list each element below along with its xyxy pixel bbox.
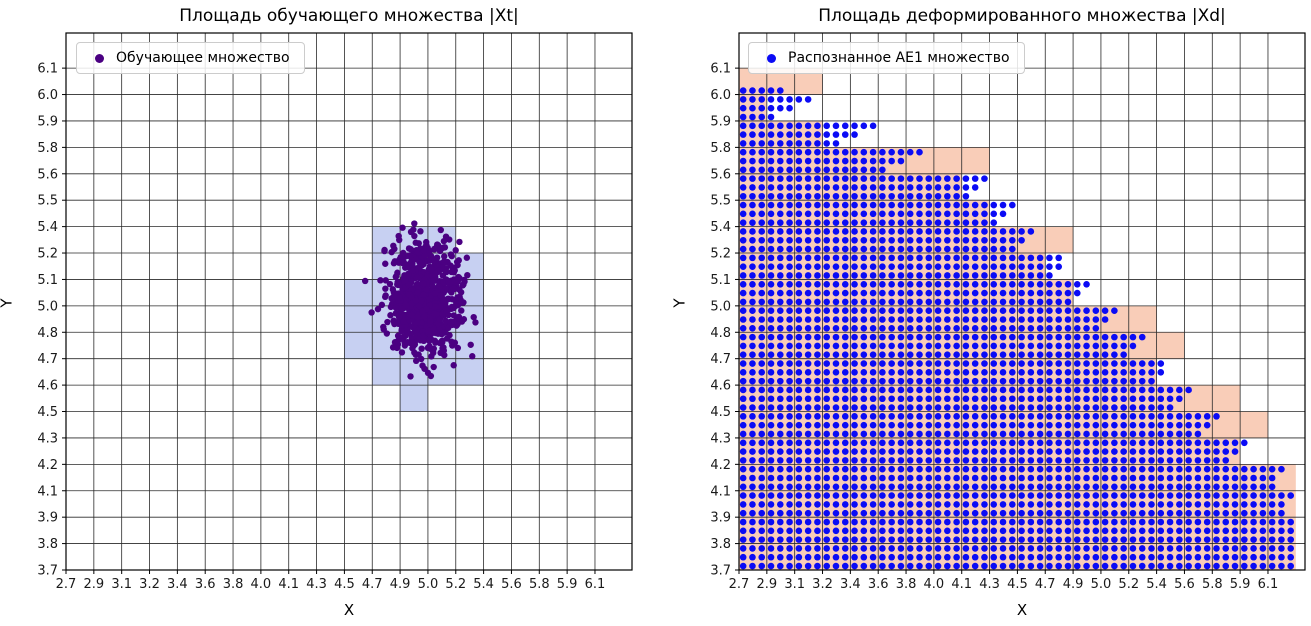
deformed-y-axis-label: Y (670, 298, 689, 308)
svg-text:4.3: 4.3 (979, 577, 1000, 592)
svg-text:4.1: 4.1 (37, 484, 58, 499)
svg-text:5.2: 5.2 (1118, 577, 1139, 592)
svg-text:2.7: 2.7 (56, 577, 77, 592)
deformed-set-plot: Площадь деформированного множества |Xd| … (670, 0, 1311, 626)
training-legend: Обучающее множество (76, 42, 305, 74)
svg-text:3.9: 3.9 (37, 511, 58, 526)
svg-text:2.9: 2.9 (756, 577, 777, 592)
svg-text:4.7: 4.7 (710, 352, 731, 367)
training-x-axis-label: X (343, 601, 355, 619)
svg-text:5.8: 5.8 (710, 141, 731, 156)
svg-text:5.5: 5.5 (710, 194, 731, 209)
training-legend-label: Обучающее множество (116, 50, 290, 66)
svg-text:4.0: 4.0 (251, 577, 272, 592)
deformed-x-axis-label: X (1016, 601, 1028, 619)
training-plot-title: Площадь обучающего множества |Xt| (179, 6, 519, 26)
svg-text:3.4: 3.4 (840, 577, 861, 592)
svg-text:5.0: 5.0 (418, 577, 439, 592)
svg-text:5.4: 5.4 (37, 220, 58, 235)
svg-text:5.4: 5.4 (473, 577, 494, 592)
svg-text:4.6: 4.6 (710, 379, 731, 394)
svg-text:5.4: 5.4 (710, 220, 731, 235)
svg-text:3.1: 3.1 (111, 577, 132, 592)
svg-text:6.0: 6.0 (710, 88, 731, 103)
svg-text:5.9: 5.9 (1230, 577, 1251, 592)
svg-text:6.1: 6.1 (585, 577, 606, 592)
svg-text:6.0: 6.0 (37, 88, 58, 103)
svg-text:5.6: 5.6 (501, 577, 522, 592)
svg-text:4.5: 4.5 (1007, 577, 1028, 592)
svg-text:3.6: 3.6 (195, 577, 216, 592)
svg-text:3.8: 3.8 (710, 537, 731, 552)
svg-text:4.3: 4.3 (710, 431, 731, 446)
svg-text:3.6: 3.6 (868, 577, 889, 592)
svg-text:4.2: 4.2 (37, 458, 58, 473)
svg-text:4.7: 4.7 (37, 352, 58, 367)
svg-text:4.5: 4.5 (37, 405, 58, 420)
svg-text:5.6: 5.6 (710, 167, 731, 182)
svg-text:5.2: 5.2 (445, 577, 466, 592)
training-set-plot: Площадь обучающего множества |Xt| 2.7 3.7… (0, 6, 633, 619)
svg-text:4.9: 4.9 (1063, 577, 1084, 592)
svg-text:5.1: 5.1 (710, 273, 731, 288)
svg-text:2.9: 2.9 (83, 577, 104, 592)
svg-text:3.2: 3.2 (139, 577, 160, 592)
svg-text:4.7: 4.7 (1035, 577, 1056, 592)
svg-text:4.3: 4.3 (306, 577, 327, 592)
svg-text:3.2: 3.2 (812, 577, 833, 592)
svg-text:3.8: 3.8 (37, 537, 58, 552)
svg-text:4.1: 4.1 (951, 577, 972, 592)
svg-text:4.2: 4.2 (710, 458, 731, 473)
svg-text:5.9: 5.9 (557, 577, 578, 592)
svg-text:5.4: 5.4 (1146, 577, 1167, 592)
svg-text:4.6: 4.6 (37, 379, 58, 394)
svg-text:6.1: 6.1 (710, 62, 731, 77)
svg-text:5.8: 5.8 (1202, 577, 1223, 592)
deformed-legend: Распознанное АЕ1 множество (748, 42, 1025, 74)
svg-text:4.0: 4.0 (924, 577, 945, 592)
svg-text:2.7: 2.7 (729, 577, 750, 592)
svg-text:5.9: 5.9 (37, 114, 58, 129)
svg-text:3.9: 3.9 (710, 511, 731, 526)
svg-text:5.9: 5.9 (710, 114, 731, 129)
svg-text:3.8: 3.8 (896, 577, 917, 592)
svg-text:5.6: 5.6 (1174, 577, 1195, 592)
svg-text:6.1: 6.1 (37, 62, 58, 77)
svg-text:4.1: 4.1 (278, 577, 299, 592)
training-legend-marker-icon (95, 53, 104, 63)
svg-text:4.8: 4.8 (37, 326, 58, 341)
svg-text:4.3: 4.3 (37, 431, 58, 446)
svg-text:5.6: 5.6 (37, 167, 58, 182)
deformed-plot-title: Площадь деформированного множества |Xd| (818, 6, 1226, 26)
svg-text:4.5: 4.5 (710, 405, 731, 420)
svg-text:4.9: 4.9 (390, 577, 411, 592)
svg-text:6.1: 6.1 (1258, 577, 1279, 592)
svg-text:5.0: 5.0 (1091, 577, 1112, 592)
svg-text:3.8: 3.8 (223, 577, 244, 592)
svg-text:3.1: 3.1 (784, 577, 805, 592)
svg-text:5.8: 5.8 (37, 141, 58, 156)
svg-text:5.2: 5.2 (37, 247, 58, 262)
svg-text:5.8: 5.8 (529, 577, 550, 592)
svg-text:4.8: 4.8 (710, 326, 731, 341)
svg-text:5.2: 5.2 (710, 247, 731, 262)
svg-text:5.1: 5.1 (37, 273, 58, 288)
svg-text:4.1: 4.1 (710, 484, 731, 499)
svg-text:3.4: 3.4 (167, 577, 188, 592)
training-y-axis-label: Y (0, 298, 16, 307)
svg-text:5.5: 5.5 (37, 194, 58, 209)
svg-text:4.7: 4.7 (362, 577, 383, 592)
svg-text:5.0: 5.0 (37, 299, 58, 314)
deformed-legend-marker-icon (767, 53, 776, 63)
svg-text:3.7: 3.7 (710, 564, 731, 579)
deformed-legend-label: Распознанное АЕ1 множество (788, 50, 1010, 66)
svg-text:5.0: 5.0 (710, 299, 731, 314)
svg-text:4.5: 4.5 (334, 577, 355, 592)
svg-text:3.7: 3.7 (37, 564, 58, 579)
